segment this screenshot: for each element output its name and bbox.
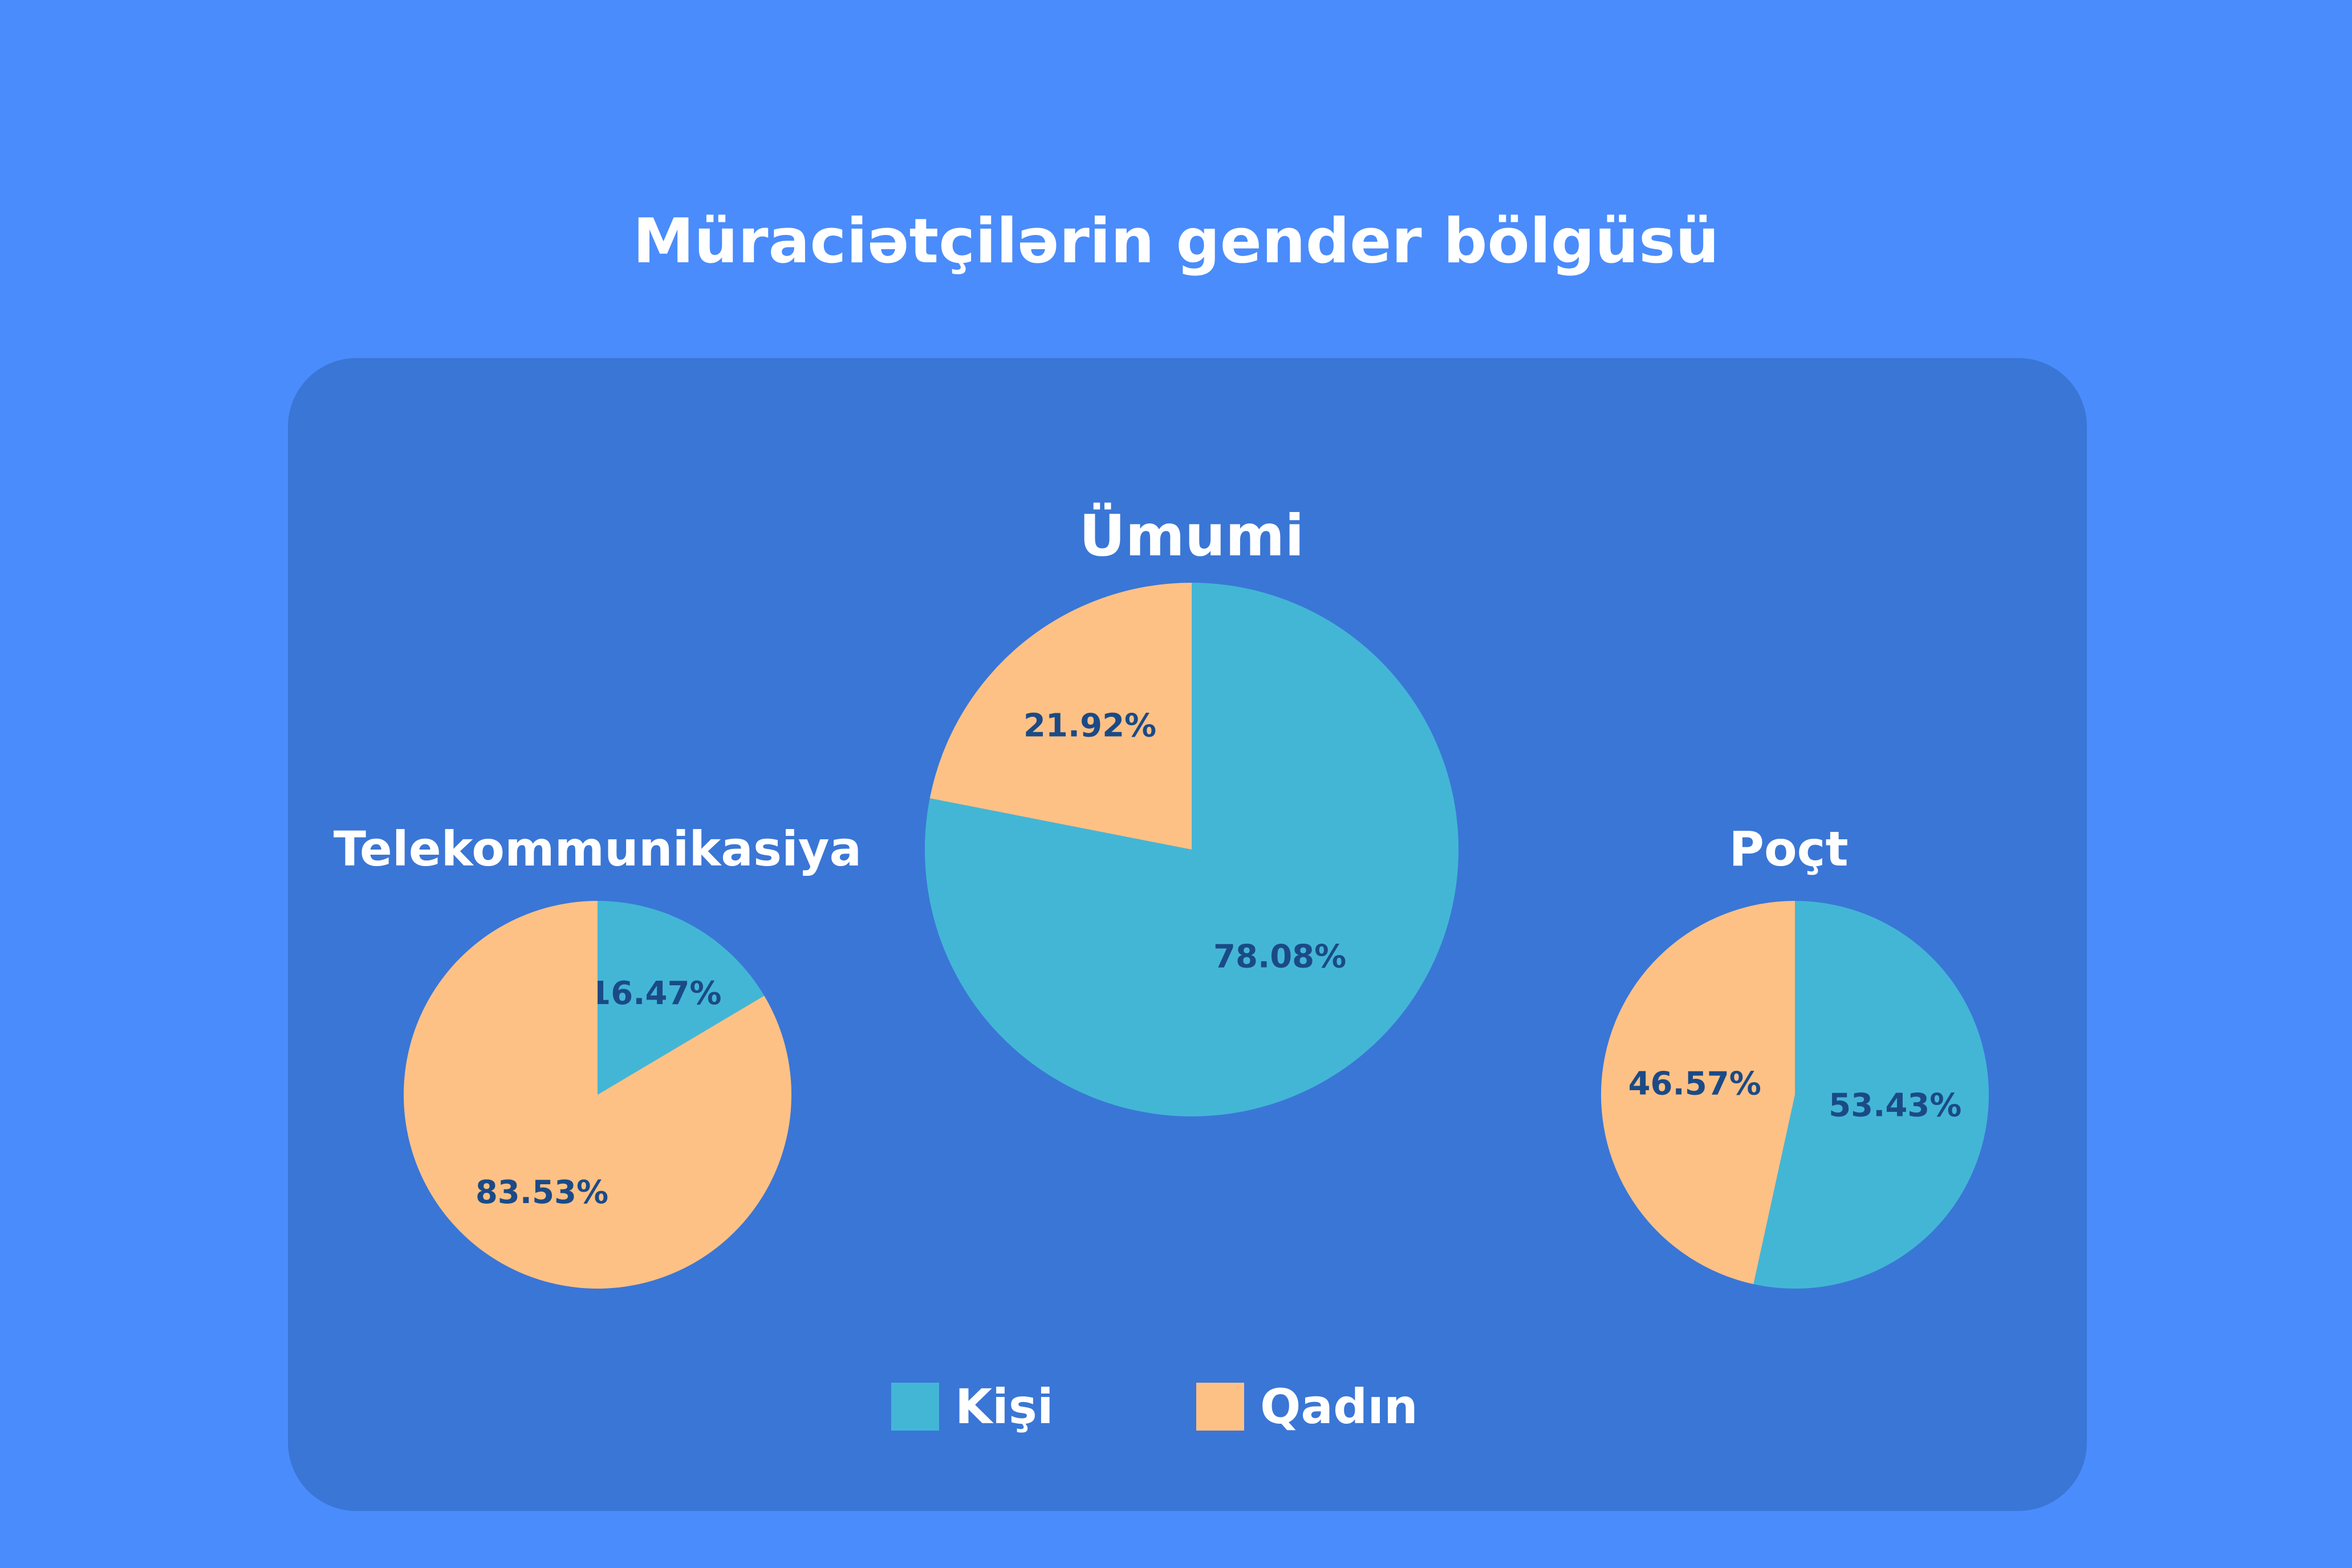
legend-label-male: Kişi [955,1379,1054,1435]
pie-label-poct-kisi: 53.43% [1829,1087,1961,1124]
pie-slice-telekommunikasiya-kisi [598,901,765,1095]
chart-title-umumi: Ümumi [1079,502,1305,569]
legend: Kişi Qadın [0,1383,2352,1440]
pie-label-telekommunikasiya-qadin: 83.53% [476,1174,608,1211]
pie-slice-umumi-qadin [929,583,1192,850]
legend-item-female: Qadın [1196,1383,1418,1431]
pie-label-umumi-kisi: 78.08% [1213,938,1346,975]
chart-title-telekommunikasiya: Telekommunikasiya [333,821,862,877]
pie-slice-poct-kisi [1753,901,1989,1289]
legend-swatch-male [891,1383,939,1431]
chart-title-poct: Poçt [1729,821,1849,877]
pie-label-telekommunikasiya-kisi: 16.47% [588,975,721,1012]
pie-label-umumi-qadin: 21.92% [1023,708,1156,745]
pie-slice-telekommunikasiya-qadin [404,901,792,1289]
pie-slice-poct-qadin [1601,901,1795,1285]
pie-label-poct-qadin: 46.57% [1628,1065,1761,1102]
legend-item-male: Kişi [891,1383,1054,1431]
legend-swatch-female [1196,1383,1244,1431]
page-title: Müraciətçilərin gender bölgüsü [632,206,1720,277]
legend-label-female: Qadın [1260,1379,1418,1435]
